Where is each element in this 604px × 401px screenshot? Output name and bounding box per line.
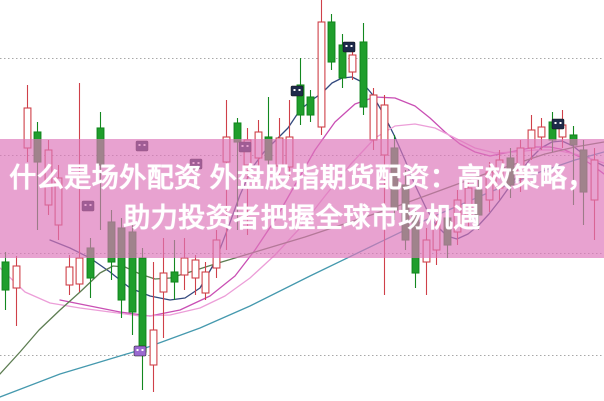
event-marker	[290, 85, 304, 97]
event-marker	[342, 41, 356, 53]
candle-down	[1, 261, 10, 291]
candle-down	[296, 84, 305, 116]
candle-up	[537, 126, 546, 138]
event-marker-dot	[293, 89, 296, 91]
event-marker	[133, 345, 147, 357]
event-marker	[551, 118, 565, 130]
candle-up	[75, 257, 84, 285]
candle-down	[327, 21, 336, 63]
candle-up	[65, 266, 74, 286]
headline-line-1: 什么是场外配资 外盘股指期货配资：高效策略，	[9, 162, 595, 193]
candle-down	[306, 96, 315, 116]
candle-up	[348, 54, 357, 73]
candle-down	[138, 257, 147, 353]
candle-up	[159, 272, 168, 293]
candle-up	[180, 257, 189, 276]
candle-up	[369, 94, 378, 141]
event-marker-dot	[298, 89, 301, 91]
event-marker-dot	[350, 45, 353, 47]
candle-up	[201, 271, 210, 294]
candle-up	[317, 21, 326, 128]
event-marker-dot	[141, 349, 144, 351]
event-marker-dot	[554, 122, 557, 124]
candle-down	[170, 271, 179, 283]
headline-banner: 什么是场外配资 外盘股指期货配资：高效策略， 助力投资者把握全球市场机遇	[0, 139, 604, 258]
event-marker-dot	[559, 122, 562, 124]
candle-up	[12, 265, 21, 289]
headline-line-2: 助力投资者把握全球市场机遇	[123, 202, 481, 233]
candle-down	[338, 44, 347, 79]
event-marker-dot	[345, 45, 348, 47]
event-marker-dot	[136, 349, 139, 351]
candle-up	[191, 259, 200, 279]
candle-down	[359, 41, 368, 108]
candle-up	[149, 329, 158, 366]
